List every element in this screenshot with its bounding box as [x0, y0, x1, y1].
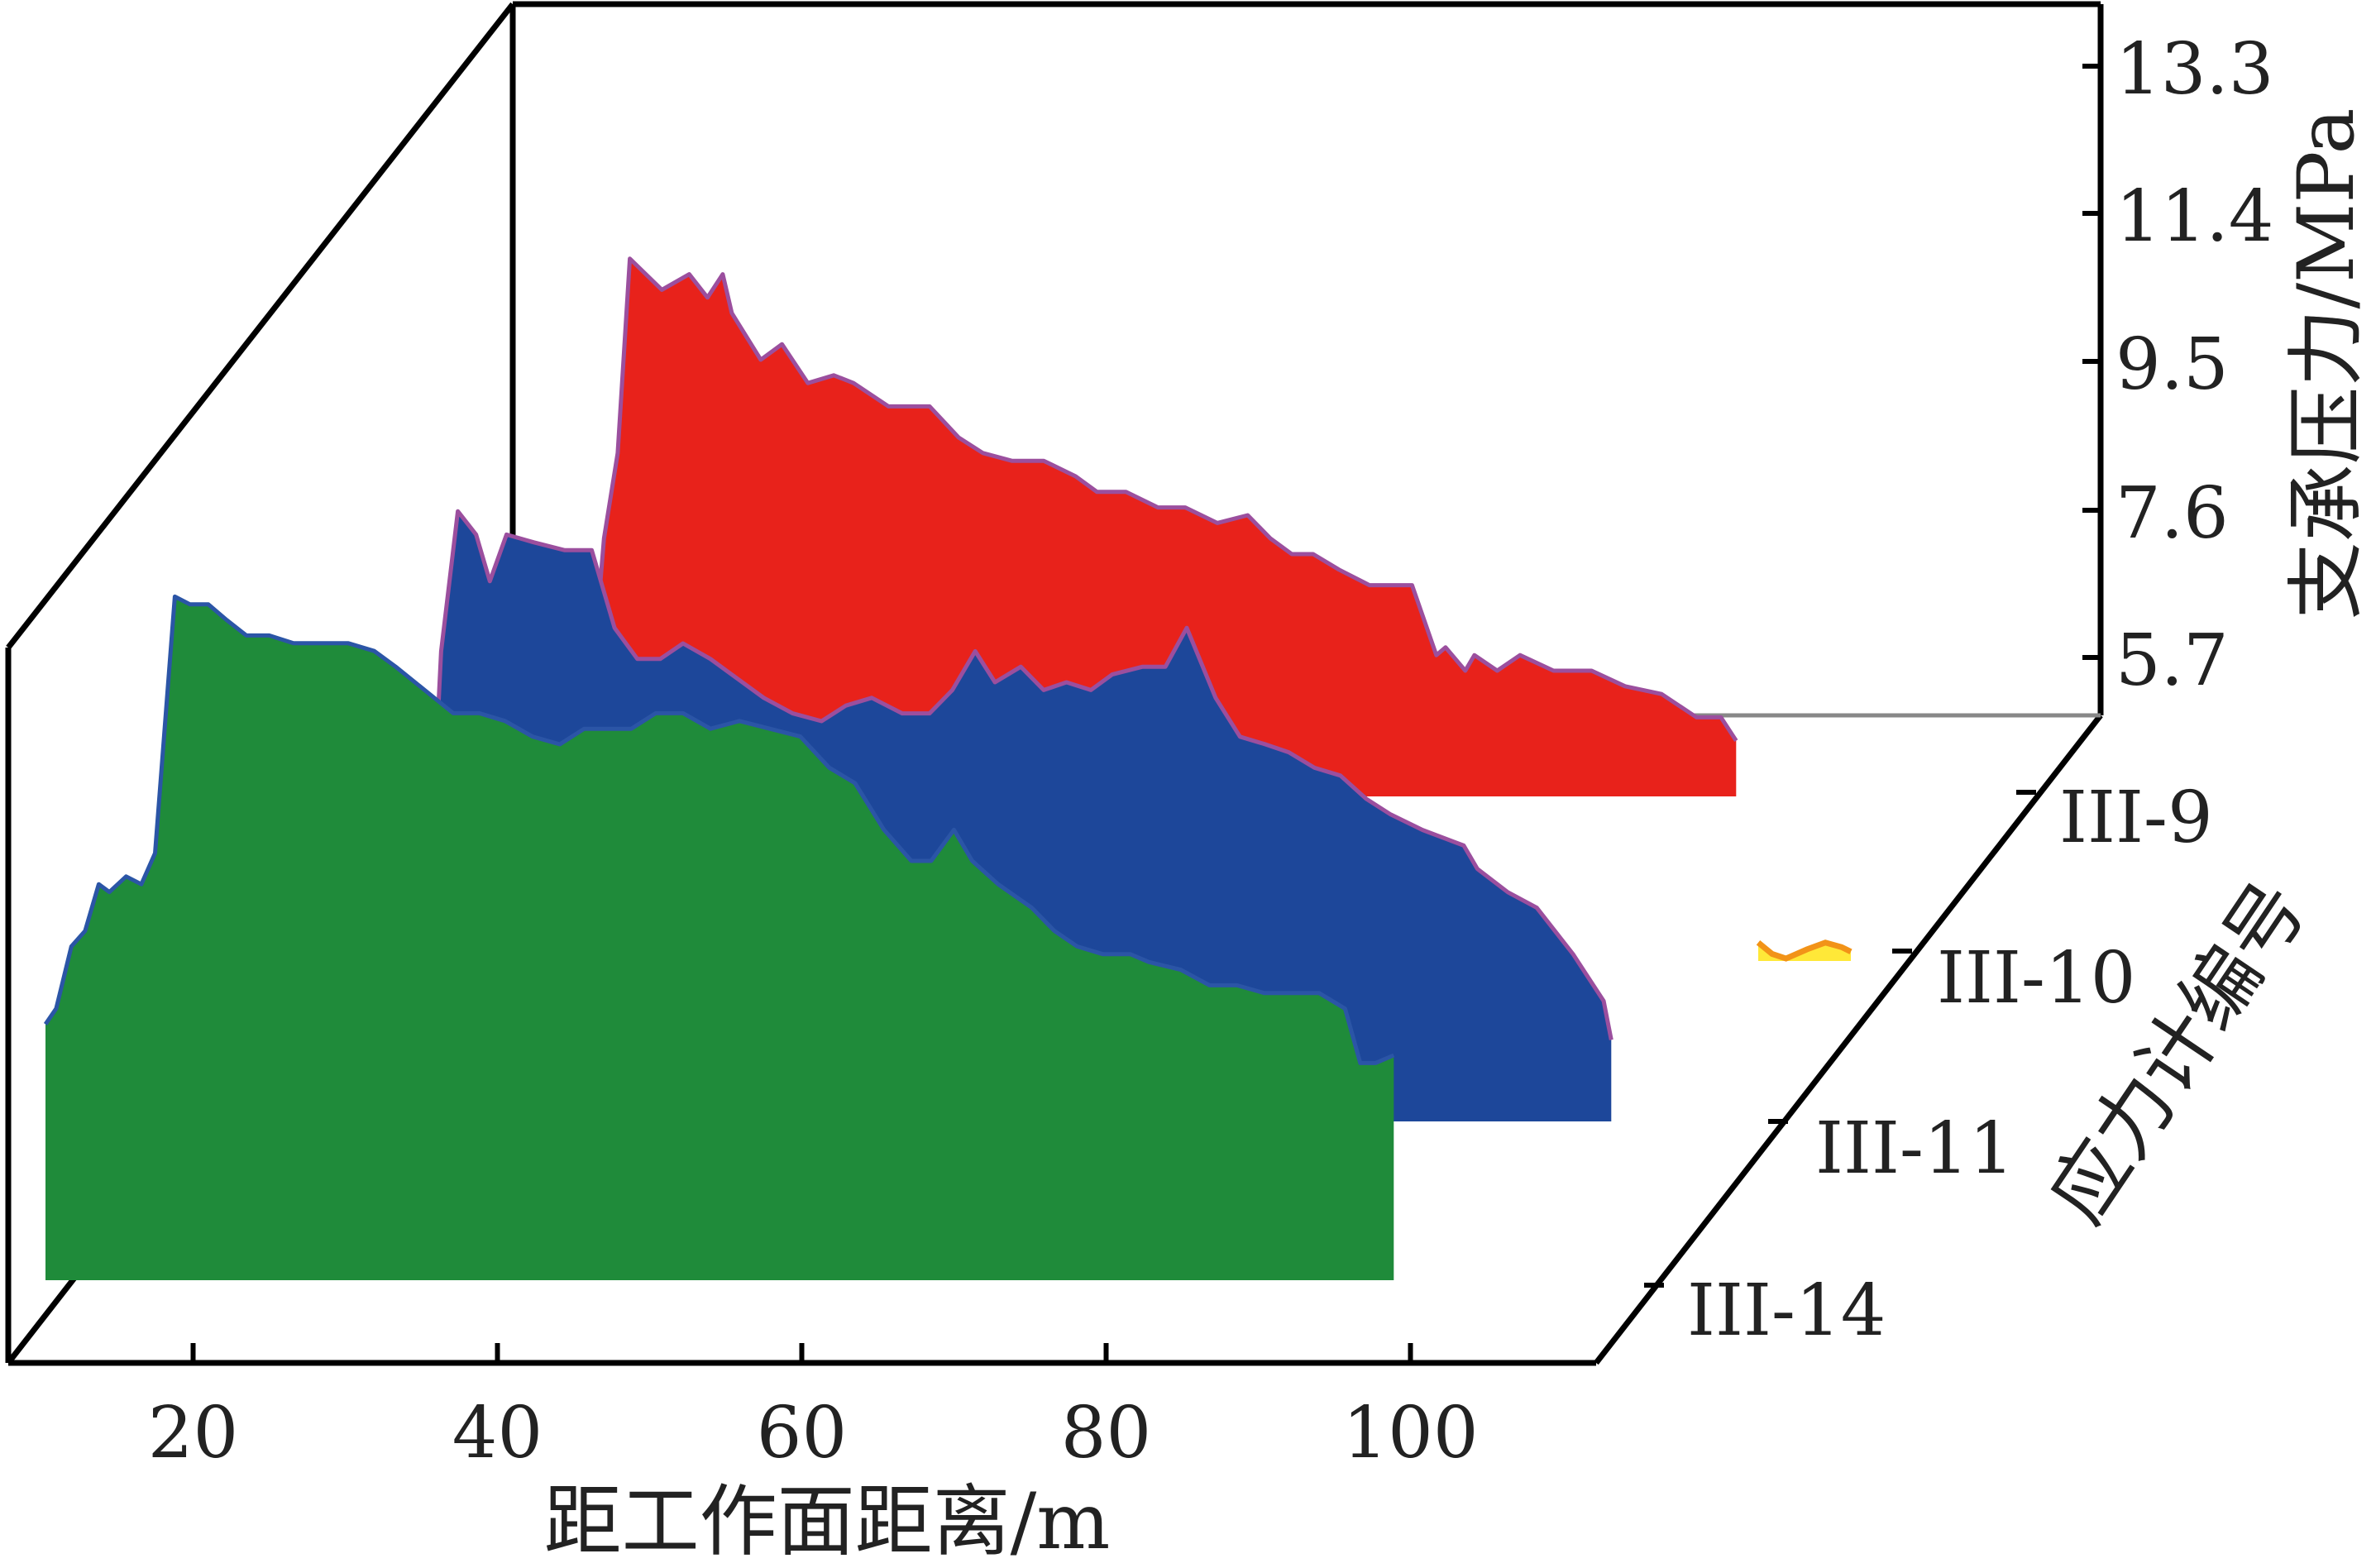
depth-tick-label: III-10	[1937, 937, 2135, 1020]
y-tick-label: 9.5	[2115, 323, 2229, 406]
frame-floor-right-diagonal	[1594, 713, 2103, 1365]
series-iii-11-line	[428, 509, 1613, 1040]
x-tick-label: 40	[452, 1392, 543, 1475]
x-tick-label: 60	[757, 1392, 847, 1475]
x-tick-label: 80	[1061, 1392, 1151, 1475]
y-tick-label: 11.4	[2115, 175, 2273, 258]
depth-tick-label: III-14	[1687, 1269, 1886, 1352]
y-axis: 5.7 7.6 9.5 11.4 13.3	[2082, 28, 2273, 702]
depth-axis: III-9 III-10 III-11 III-14	[1644, 777, 2213, 1352]
series-iii-9-line	[590, 256, 1738, 742]
x-tick-label: 20	[148, 1392, 238, 1475]
series-iii-14-area	[45, 596, 1394, 1280]
depth-tick-label: III-9	[2059, 777, 2213, 859]
frame-top-diagonal	[6, 2, 515, 650]
y-tick-label: 5.7	[2115, 619, 2229, 702]
series-layer	[43, 256, 1853, 1280]
series-iii-9-area	[591, 258, 1737, 796]
series-iii-14-line	[43, 594, 1395, 1065]
series-iii-10-line	[1756, 939, 1853, 962]
x-axis: 20 40 60 80 100	[148, 1343, 1479, 1475]
depth-tick-label: III-11	[1815, 1107, 2014, 1190]
y-tick-label: 13.3	[2115, 28, 2273, 111]
depth-axis-title: 应力计编号	[2032, 866, 2324, 1239]
y-axis-title: 支承压力/MPa	[2282, 108, 2372, 620]
y-tick-label: 7.6	[2115, 472, 2229, 555]
x-tick-label: 100	[1342, 1392, 1478, 1475]
x-axis-title: 距工作面距离/m	[544, 1477, 1111, 1567]
